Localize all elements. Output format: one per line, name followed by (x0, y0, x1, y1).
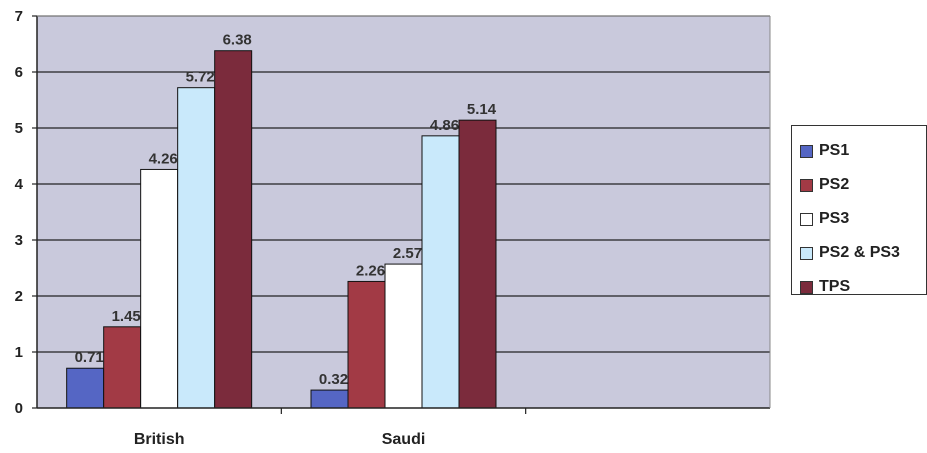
data-label: 2.57 (393, 245, 422, 262)
legend-swatch (800, 144, 813, 158)
y-tick-label: 2 (15, 288, 23, 305)
legend-label: PS2 & PS3 (819, 244, 900, 261)
bar-ps2-british (103, 326, 142, 409)
data-label: 0.71 (75, 349, 104, 366)
bar-chart: 0 1 2 3 4 5 6 7 British Saudi 0.71 1.45 4.26 5.72 6.… (15, 8, 771, 448)
legend-label: PS3 (819, 210, 850, 227)
legend-label: PS2 (819, 176, 850, 193)
y-tick-label: 6 (15, 64, 23, 81)
data-label: 0.32 (319, 371, 348, 388)
bar-tps-british (214, 50, 253, 409)
x-tick-labels: British Saudi (134, 431, 425, 448)
legend-swatch (800, 280, 813, 294)
legend-label: PS1 (819, 142, 850, 159)
x-tick-label: Saudi (382, 431, 426, 448)
y-tick-label: 1 (15, 344, 23, 361)
bar-ps2-saudi (347, 280, 386, 409)
bar-ps3-british (140, 168, 179, 409)
bar-ps1-british (66, 367, 105, 409)
y-tick-label: 0 (15, 400, 23, 417)
x-tick-label: British (134, 431, 185, 448)
data-label: 5.14 (467, 101, 497, 118)
legend-swatch (800, 212, 813, 226)
data-label: 5.72 (186, 69, 215, 86)
legend: PS1 PS2 PS3 PS2 & PS3 TPS (791, 125, 927, 295)
legend-item: TPS (792, 270, 926, 304)
y-tick-labels: 0 1 2 3 4 5 6 7 (15, 8, 24, 417)
data-labels: 0.71 1.45 4.26 5.72 6.38 0.32 2.26 2.57 4.86 5.14 (75, 32, 497, 388)
y-tick-label: 3 (15, 232, 23, 249)
legend-item: PS1 (792, 134, 926, 168)
data-label: 4.86 (430, 117, 459, 134)
bar-ps2-ps3-british (177, 87, 216, 409)
y-tick-label: 5 (15, 120, 23, 137)
bar-ps1-saudi (310, 389, 349, 409)
data-label: 6.38 (223, 32, 252, 49)
data-label: 4.26 (149, 150, 178, 167)
y-tick-label: 4 (15, 176, 24, 193)
legend-label: TPS (819, 278, 851, 295)
bar-ps2-ps3-saudi (421, 135, 460, 409)
axes (32, 15, 771, 414)
bar-ps3-saudi (384, 263, 423, 409)
legend-swatch (800, 246, 813, 260)
legend-item: PS3 (792, 202, 926, 236)
data-label: 2.26 (356, 262, 385, 279)
legend-item: PS2 (792, 168, 926, 202)
legend-swatch (800, 178, 813, 192)
y-tick-label: 7 (15, 8, 23, 25)
data-label: 1.45 (112, 308, 141, 325)
bar-tps-saudi (458, 119, 497, 409)
legend-item: PS2 & PS3 (792, 236, 926, 270)
